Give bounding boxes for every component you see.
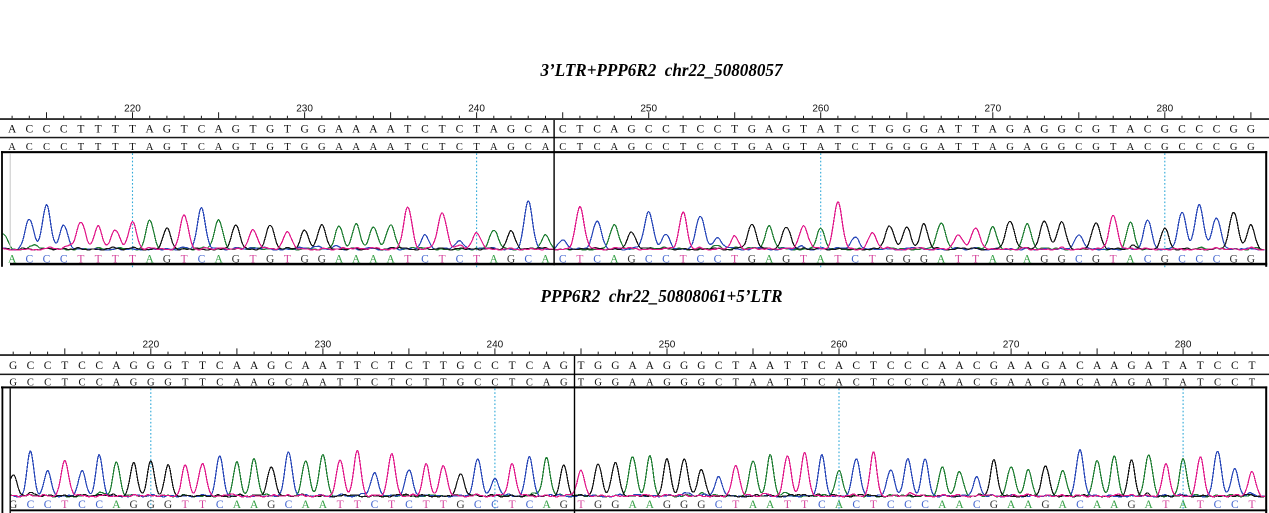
svg-text:ACCCTTTTAGTCAGTGTGGAAAATCTCTAG: ACCCTTTTAGTCAGTGTGGAAAATCTCTAGCACTCAGCCT… <box>8 142 1255 153</box>
svg-text:ACCCTTTTAGTCAGTGTGGAAAATCTCTAG: ACCCTTTTAGTCAGTGTGGAAAATCTCTAGCACTCAGCCT… <box>8 124 1255 136</box>
svg-text:230: 230 <box>315 340 332 351</box>
svg-text:250: 250 <box>640 104 657 115</box>
svg-text:PPP6R2 chr22_50808061+5’LTR: PPP6R2 chr22_50808061+5’LTR <box>540 286 783 306</box>
svg-text:GCCTCCAGGGTTCAAGCAATTCTCTTGCCT: GCCTCCAGGGTTCAAGCAATTCTCTTGCCTCAGTGGAAGG… <box>9 360 1255 372</box>
svg-text:270: 270 <box>984 104 1001 115</box>
svg-text:240: 240 <box>468 104 485 115</box>
svg-text:270: 270 <box>1003 340 1020 351</box>
svg-text:GCCTCCAGGGTTCAAGCAATTCTCTTGCCT: GCCTCCAGGGTTCAAGCAATTCTCTTGCCTCAGTGGAAGG… <box>9 378 1255 389</box>
svg-text:240: 240 <box>487 340 504 351</box>
svg-text:250: 250 <box>659 340 676 351</box>
svg-text:280: 280 <box>1156 104 1173 115</box>
svg-text:260: 260 <box>831 340 848 351</box>
svg-text:3’LTR+PPP6R2 chr22_50808057: 3’LTR+PPP6R2 chr22_50808057 <box>540 60 784 80</box>
svg-text:280: 280 <box>1175 340 1192 351</box>
svg-text:230: 230 <box>296 104 313 115</box>
svg-text:260: 260 <box>812 104 829 115</box>
svg-text:220: 220 <box>124 104 141 115</box>
svg-text:220: 220 <box>142 340 159 351</box>
